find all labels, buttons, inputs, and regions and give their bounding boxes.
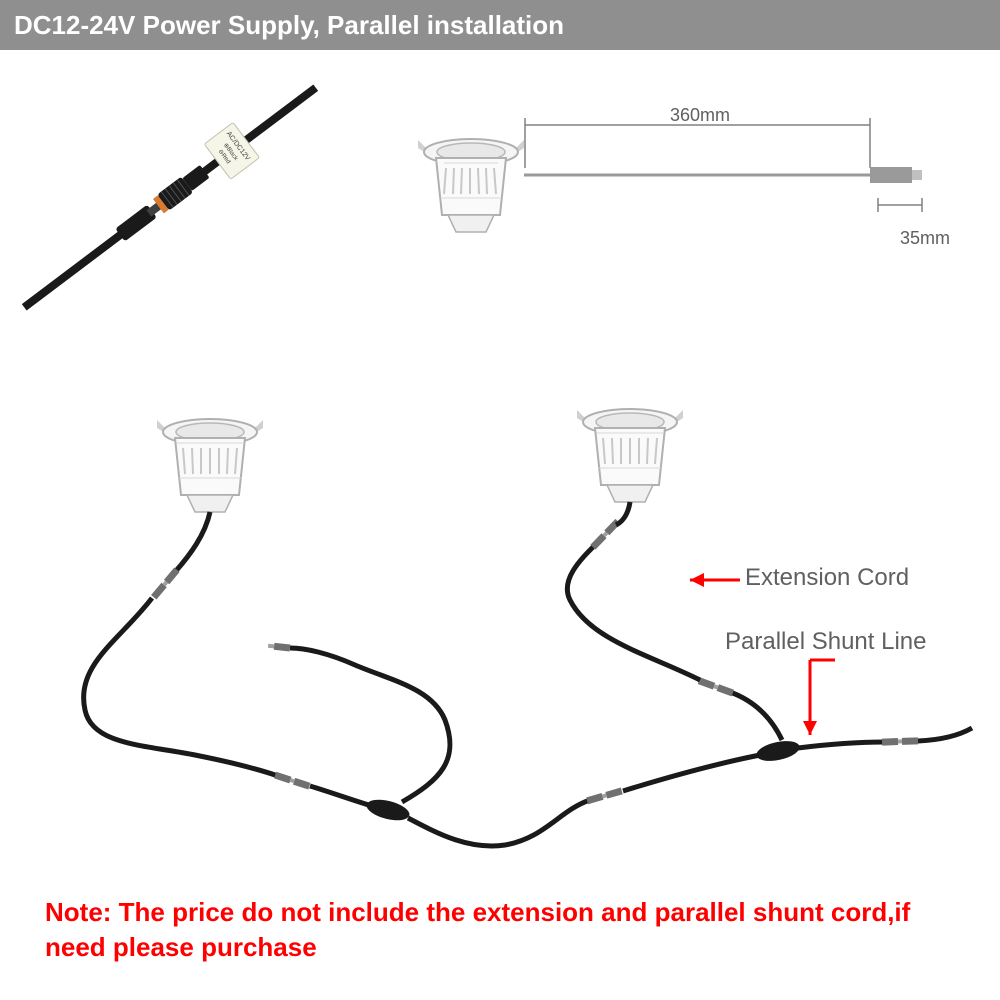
wire-y1-in xyxy=(310,786,372,806)
diagram-svg: AC/DC12V ⊕Black ⊖Red xyxy=(0,0,1000,1000)
dimension-line-35 xyxy=(878,198,922,212)
connector-shunt-mid xyxy=(586,788,623,805)
wire-light1-pigtail xyxy=(175,512,210,572)
connector-y1-idle xyxy=(268,642,291,651)
wire-shunt-main-2 xyxy=(623,755,760,791)
connector-y2-out-pair xyxy=(882,737,918,745)
arrow-extension-cord xyxy=(690,573,740,587)
power-connector-photo: AC/DC12V ⊕Black ⊖Red xyxy=(11,70,329,325)
connector-y2-up xyxy=(698,677,734,696)
arrow-parallel-shunt xyxy=(803,660,835,735)
connector-light1 xyxy=(151,567,180,599)
wire-extension-2 xyxy=(567,545,700,680)
wire-y2-out xyxy=(798,742,885,748)
spotlight-1 xyxy=(157,419,263,512)
wire-shunt-main xyxy=(408,800,590,846)
spotlight-2 xyxy=(577,409,683,502)
dimension-line-360 xyxy=(525,118,870,168)
wire-light2-pigtail xyxy=(616,502,630,525)
wire-y2-up xyxy=(730,692,782,740)
spotlight-dimension xyxy=(418,139,524,232)
wire-extension-1 xyxy=(84,598,278,776)
wire-y1-branch-a xyxy=(290,648,450,802)
connector-into-y1 xyxy=(274,772,310,790)
y-splitter-2 xyxy=(755,738,802,765)
